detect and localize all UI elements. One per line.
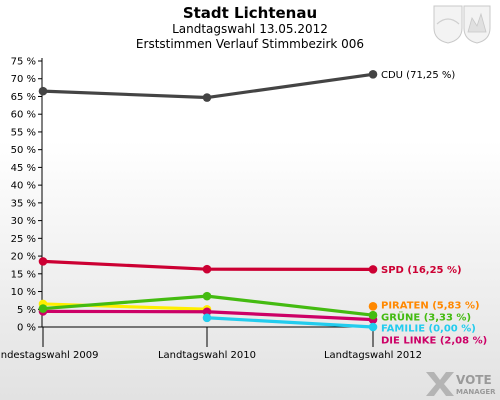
data-point-spd: [202, 264, 212, 274]
data-point-spd: [38, 257, 48, 266]
y-tick-label: 65 %: [11, 92, 36, 103]
y-tick-label: 50 %: [11, 145, 36, 156]
data-point-spd: [368, 265, 378, 274]
y-tick-label: 30 %: [11, 216, 36, 227]
series-label-familie: FAMILIE (0,00 %): [381, 324, 476, 335]
x-tick-label: Landtagswahl 2012: [324, 350, 422, 361]
data-point-cdu: [38, 86, 48, 96]
y-tick-label: 0 %: [17, 323, 36, 334]
data-point-gr-ne: [38, 304, 48, 313]
vote-manager-logo: VOTE MANAGER: [426, 372, 496, 396]
y-tick-label: 25 %: [11, 234, 36, 245]
series-line-familie: [206, 316, 374, 329]
series-label-cdu: CDU (71,25 %): [381, 70, 455, 81]
x-tick-label: Landtagswahl 2010: [158, 350, 256, 361]
chart-subtitle-2: Erststimmen Verlauf Stimmbezirk 006: [135, 37, 365, 51]
y-tick-label: 20 %: [11, 252, 36, 263]
y-tick-label: 15 %: [11, 269, 36, 280]
coat-of-arms-logo: [433, 5, 491, 44]
data-point-familie: [368, 322, 378, 332]
series-label-die-linke: DIE LINKE (2,08 %): [381, 336, 487, 347]
series-label-piraten: PIRATEN (5,83 %): [381, 301, 480, 312]
y-tick-label: 45 %: [11, 163, 36, 174]
watermark-line2: MANAGER: [456, 388, 496, 396]
y-tick-label: 35 %: [11, 198, 36, 209]
y-tick-label: 60 %: [11, 110, 36, 121]
chart-title: Stadt Lichtenau: [182, 4, 318, 22]
watermark-line1: VOTE: [456, 373, 492, 387]
y-tick-label: 55 %: [11, 127, 36, 138]
data-point-die-linke: [202, 307, 212, 317]
data-point-piraten: [368, 302, 378, 311]
data-point-familie: [202, 313, 212, 323]
y-tick-label: 75 %: [11, 57, 36, 68]
y-tick-label: 5 %: [17, 305, 36, 316]
data-point-gr-ne: [202, 291, 212, 301]
data-point-cdu: [202, 93, 212, 102]
y-tick-label: 10 %: [11, 287, 36, 298]
data-point-gr-ne: [368, 310, 378, 320]
series-label-gr-ne: GRÜNE (3,33 %): [381, 310, 471, 324]
y-tick-label: 40 %: [11, 181, 36, 192]
series-label-spd: SPD (16,25 %): [381, 265, 462, 276]
y-tick-label: 70 %: [11, 74, 36, 85]
series-line-fdp: [42, 302, 208, 311]
chart-subtitle: Landtagswahl 13.05.2012: [172, 22, 328, 36]
data-point-cdu: [368, 70, 378, 79]
x-tick-label: Bundestagswahl 2009: [0, 350, 98, 361]
